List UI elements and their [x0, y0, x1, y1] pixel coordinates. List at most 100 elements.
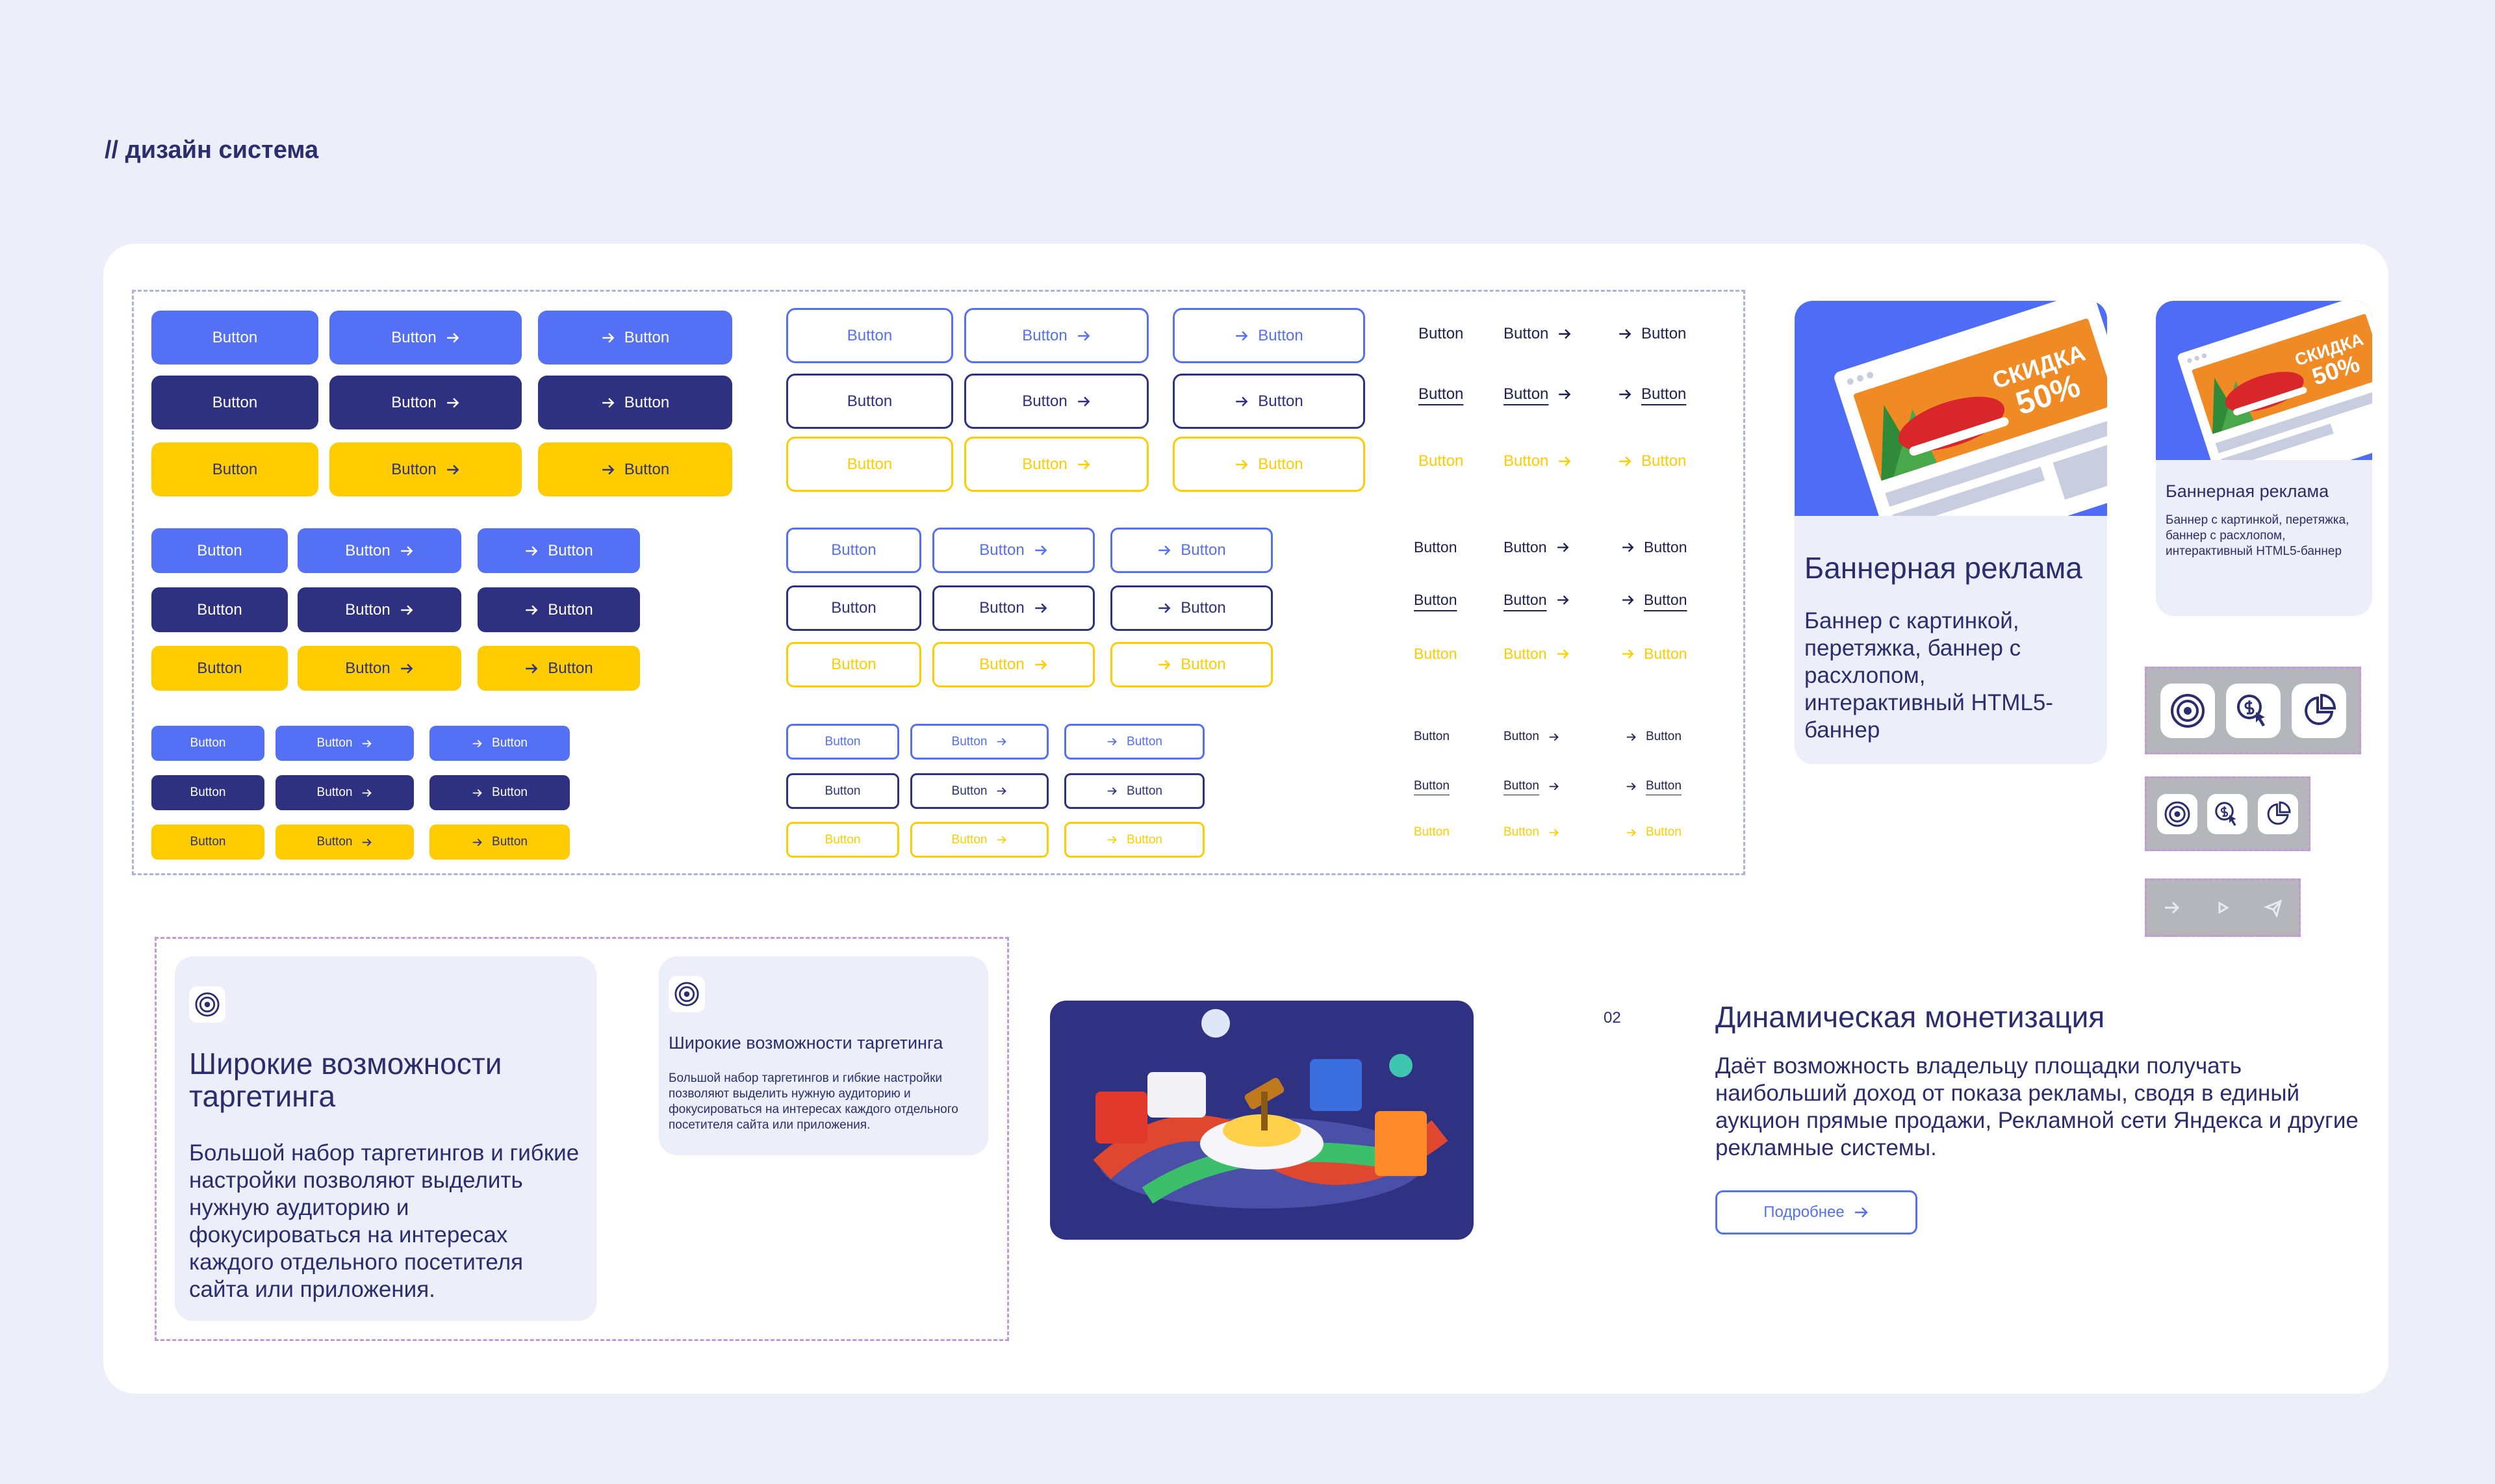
button[interactable]: Button [1414, 724, 1450, 750]
button[interactable]: Button [786, 374, 953, 429]
button[interactable]: Button [910, 822, 1049, 858]
icon-set-medium [2145, 776, 2310, 851]
button[interactable]: Button [275, 775, 414, 810]
button[interactable]: Button [1418, 321, 1463, 347]
button[interactable]: Button [1110, 528, 1273, 573]
button[interactable]: Button [151, 311, 318, 365]
button[interactable]: Button [151, 587, 288, 632]
button[interactable]: Button [786, 437, 953, 492]
button[interactable]: Button [478, 646, 640, 691]
button[interactable]: Button [151, 528, 288, 573]
button[interactable]: Button [786, 773, 899, 809]
button[interactable]: Button [1110, 642, 1273, 687]
button[interactable]: Button [1503, 534, 1570, 560]
button[interactable]: Button [151, 376, 318, 429]
button[interactable]: Button [1618, 321, 1686, 347]
button[interactable]: Button [329, 442, 522, 496]
button[interactable]: Button [964, 308, 1149, 363]
button[interactable]: Button [298, 587, 461, 632]
button[interactable]: Button [964, 374, 1149, 429]
button[interactable]: Button [1418, 448, 1463, 474]
button-label: Button [1022, 455, 1068, 473]
button[interactable]: Button [151, 775, 264, 810]
button[interactable]: Button [1414, 534, 1457, 560]
button[interactable]: Button [429, 726, 570, 761]
button[interactable]: Button [1626, 819, 1682, 845]
button[interactable]: Button [1503, 321, 1572, 347]
button-label: Button [212, 460, 258, 478]
button[interactable]: Button [298, 646, 461, 691]
button[interactable]: Button [1503, 641, 1570, 667]
button[interactable]: Button [151, 825, 264, 860]
button[interactable]: Button [1173, 374, 1365, 429]
button[interactable]: Button [932, 585, 1095, 631]
section-text: Даёт возможность владельцу площадки полу… [1715, 1053, 2359, 1160]
button[interactable]: Button [478, 587, 640, 632]
button[interactable]: Button [1503, 587, 1570, 613]
button[interactable]: Button [1173, 308, 1365, 363]
button[interactable]: Button [1414, 587, 1457, 613]
button[interactable]: Button [786, 642, 921, 687]
button-label: Button [1503, 825, 1539, 839]
button[interactable]: Button [1626, 724, 1682, 750]
button[interactable]: Button [1503, 381, 1572, 407]
button-label: Button [1646, 779, 1682, 793]
banner-card-small: СКИДКА 50% Баннерная реклама Баннер с ка… [2156, 301, 2372, 616]
button[interactable]: Button [1503, 724, 1559, 750]
button-label: Button [1414, 779, 1450, 793]
button-label: Button [1181, 599, 1226, 617]
button[interactable]: Button [964, 437, 1149, 492]
button[interactable]: Button [1418, 381, 1463, 407]
money-icon [2225, 683, 2281, 738]
button[interactable]: Button [786, 724, 899, 760]
button[interactable]: Button [1503, 773, 1559, 799]
button[interactable]: Button [1618, 381, 1686, 407]
button[interactable]: Button [151, 442, 318, 496]
button[interactable]: Button [1064, 724, 1205, 760]
target-icon [669, 976, 705, 1012]
button[interactable]: Button [1618, 448, 1686, 474]
button[interactable]: Button [910, 724, 1049, 760]
button[interactable]: Button [1414, 773, 1450, 799]
button[interactable]: Button [151, 726, 264, 761]
button[interactable]: Button [151, 646, 288, 691]
button-label: Button [1503, 325, 1549, 342]
button[interactable]: Button [538, 311, 732, 365]
button[interactable]: Button [1621, 587, 1687, 613]
button-label: Button [316, 736, 353, 750]
button[interactable]: Button [1414, 819, 1450, 845]
chart-icon [2258, 793, 2299, 834]
button-label: Button [979, 656, 1025, 673]
button[interactable]: Button [786, 822, 899, 858]
button[interactable]: Button [1621, 534, 1687, 560]
banner-text: Баннер с картинкой, перетяжка, баннер с … [1804, 608, 2053, 743]
button-label: Button [1414, 538, 1457, 556]
button[interactable]: Button [1064, 822, 1205, 858]
button[interactable]: Button [329, 376, 522, 429]
button[interactable]: Button [786, 308, 953, 363]
button[interactable]: Button [538, 442, 732, 496]
button[interactable]: Button [329, 311, 522, 365]
button[interactable]: Button [478, 528, 640, 573]
button-label: Button [1258, 326, 1303, 344]
more-button[interactable]: Подробнее [1715, 1190, 1917, 1235]
button[interactable]: Button [1110, 585, 1273, 631]
button[interactable]: Button [932, 528, 1095, 573]
button[interactable]: Button [1621, 641, 1687, 667]
button[interactable]: Button [1414, 641, 1457, 667]
button[interactable]: Button [429, 775, 570, 810]
button[interactable]: Button [786, 585, 921, 631]
button[interactable]: Button [1064, 773, 1205, 809]
button[interactable]: Button [275, 726, 414, 761]
button[interactable]: Button [1173, 437, 1365, 492]
button[interactable]: Button [910, 773, 1049, 809]
button[interactable]: Button [932, 642, 1095, 687]
button[interactable]: Button [298, 528, 461, 573]
button[interactable]: Button [1503, 819, 1559, 845]
button[interactable]: Button [429, 825, 570, 860]
button[interactable]: Button [1503, 448, 1572, 474]
button[interactable]: Button [275, 825, 414, 860]
button[interactable]: Button [786, 528, 921, 573]
button[interactable]: Button [1626, 773, 1682, 799]
button[interactable]: Button [538, 376, 732, 429]
